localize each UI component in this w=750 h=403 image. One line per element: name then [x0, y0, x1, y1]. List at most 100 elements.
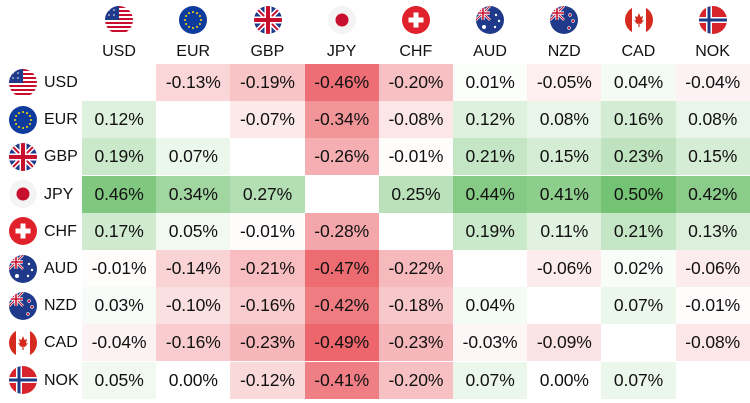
row-label-jpy: JPY [44, 185, 74, 203]
heatmap-cell-cad-nok: -0.08% [675, 324, 750, 362]
row-flag-nok-norway-flag-icon [9, 366, 37, 395]
heatmap-cell-nzd-nzd [527, 287, 602, 325]
heatmap-cell-nzd-eur: -0.10% [156, 287, 231, 325]
col-flag-gbp-uk-flag-icon [253, 6, 282, 34]
col-flag-chf-switzerland-flag-icon [401, 6, 430, 34]
heatmap-cell-aud-gbp: -0.21% [230, 250, 305, 287]
heatmap-cell-usd-eur: -0.13% [156, 64, 231, 101]
heatmap-cell-jpy-aud: 0.44% [453, 175, 528, 213]
heatmap-cell-nzd-nok: -0.01% [675, 287, 750, 325]
row-flag-gbp-uk-flag-icon [9, 143, 37, 171]
heatmap-cell-nzd-cad: 0.07% [601, 287, 676, 325]
heatmap-cell-eur-nzd: 0.08% [527, 101, 602, 139]
col-flag-eur-eu-flag-icon [179, 6, 208, 34]
heatmap-cell-nzd-chf: -0.18% [378, 287, 453, 325]
heatmap-cell-chf-jpy: -0.28% [304, 212, 379, 250]
heatmap-cell-gbp-gbp [230, 138, 305, 176]
heatmap-cell-aud-eur: -0.14% [156, 250, 231, 287]
heatmap-cell-jpy-cad: 0.50% [601, 175, 676, 213]
heatmap-cell-aud-usd: -0.01% [82, 250, 157, 287]
row-flag-cad-canada-flag-icon [9, 329, 37, 357]
heatmap-cell-nok-cad: 0.07% [601, 361, 676, 399]
heatmap-cell-aud-nok: -0.06% [675, 250, 750, 287]
heatmap-cell-usd-cad: 0.04% [601, 64, 676, 101]
heatmap-cell-chf-nok: 0.13% [675, 212, 750, 250]
column-label-eur: EUR [176, 43, 211, 60]
row-flag-aud-australia-flag-icon [9, 254, 37, 283]
row-flag-eur-eu-flag-icon [9, 105, 37, 134]
row-label-nzd: NZD [44, 297, 77, 315]
column-label-nzd: NZD [547, 43, 581, 60]
heatmap-cell-usd-usd [82, 64, 157, 101]
heatmap-cell-chf-aud: 0.19% [453, 212, 528, 250]
heatmap-cell-nzd-aud: 0.04% [453, 287, 528, 325]
heatmap-cell-cad-aud: -0.03% [453, 324, 528, 362]
row-flag-nzd-new-zealand-flag-icon [9, 291, 37, 320]
heatmap-cell-gbp-jpy: -0.26% [304, 138, 379, 176]
col-flag-jpy-japan-flag-icon [327, 6, 356, 34]
column-label-cad: CAD [621, 43, 656, 60]
heatmap-cell-aud-jpy: -0.47% [304, 250, 379, 287]
heatmap-cell-eur-usd: 0.12% [82, 101, 157, 139]
heatmap-cell-cad-eur: -0.16% [156, 324, 231, 362]
heatmap-cell-eur-eur [156, 101, 231, 139]
heatmap-cell-nok-usd: 0.05% [82, 361, 157, 399]
column-label-nok: NOK [695, 43, 730, 60]
heatmap-cell-cad-nzd: -0.09% [527, 324, 602, 362]
heatmap-cell-eur-jpy: -0.34% [304, 101, 379, 139]
heatmap-cell-usd-aud: 0.01% [453, 64, 528, 101]
heatmap-cell-nok-chf: -0.20% [378, 361, 453, 399]
heatmap-cell-aud-aud [453, 250, 528, 287]
heatmap-cell-gbp-usd: 0.19% [82, 138, 157, 176]
heatmap-cell-cad-cad [601, 324, 676, 362]
heatmap-cell-eur-gbp: -0.07% [230, 101, 305, 139]
heatmap-cell-jpy-usd: 0.46% [82, 175, 157, 213]
heatmap-cell-nzd-jpy: -0.42% [304, 287, 379, 325]
col-flag-nzd-new-zealand-flag-icon [550, 6, 579, 34]
heatmap-cell-usd-gbp: -0.19% [230, 64, 305, 101]
heatmap-cell-cad-usd: -0.04% [82, 324, 157, 362]
heatmap-cell-nok-eur: 0.00% [156, 361, 231, 399]
heatmap-cell-chf-cad: 0.21% [601, 212, 676, 250]
col-flag-usd-usa-flag-icon [105, 6, 134, 34]
heatmap-cell-nok-nok [675, 361, 750, 399]
heatmap-cell-gbp-chf: -0.01% [378, 138, 453, 176]
heatmap-cell-chf-nzd: 0.11% [527, 212, 602, 250]
heatmap-cell-chf-chf [378, 212, 453, 250]
heatmap-cell-eur-cad: 0.16% [601, 101, 676, 139]
row-label-gbp: GBP [44, 148, 78, 166]
heatmap-cell-jpy-chf: 0.25% [378, 175, 453, 213]
heatmap-cell-gbp-aud: 0.21% [453, 138, 528, 176]
row-label-usd: USD [44, 74, 78, 91]
heatmap-cell-jpy-gbp: 0.27% [230, 175, 305, 213]
heatmap-cell-cad-jpy: -0.49% [304, 324, 379, 362]
row-label-chf: CHF [44, 222, 77, 240]
heatmap-cell-jpy-eur: 0.34% [156, 175, 231, 213]
heatmap-cell-aud-cad: 0.02% [601, 250, 676, 287]
heatmap-cell-gbp-nok: 0.15% [675, 138, 750, 176]
heatmap-cell-cad-chf: -0.23% [378, 324, 453, 362]
heatmap-cell-eur-aud: 0.12% [453, 101, 528, 139]
heatmap-cell-nok-jpy: -0.41% [304, 361, 379, 399]
heatmap-cell-nok-aud: 0.07% [453, 361, 528, 399]
heatmap-cell-nok-nzd: 0.00% [527, 361, 602, 399]
column-label-chf: CHF [399, 43, 433, 60]
heatmap-cell-cad-gbp: -0.23% [230, 324, 305, 362]
heatmap-cell-usd-nok: -0.04% [675, 64, 750, 101]
heatmap-cell-usd-nzd: -0.05% [527, 64, 602, 101]
column-label-usd: USD [102, 43, 136, 60]
heatmap-cell-jpy-nok: 0.42% [675, 175, 750, 213]
heatmap-cell-aud-chf: -0.22% [378, 250, 453, 287]
heatmap-cell-usd-chf: -0.20% [378, 64, 453, 101]
heatmap-cell-nzd-usd: 0.03% [82, 287, 157, 325]
heatmap-cell-nzd-gbp: -0.16% [230, 287, 305, 325]
heatmap-cell-gbp-nzd: 0.15% [527, 138, 602, 176]
heatmap-cell-jpy-nzd: 0.41% [527, 175, 602, 213]
row-flag-jpy-japan-flag-icon [9, 180, 37, 209]
row-flag-usd-usa-flag-icon [9, 68, 37, 97]
heatmap-cell-gbp-eur: 0.07% [156, 138, 231, 176]
heatmap-cell-nok-gbp: -0.12% [230, 361, 305, 399]
heatmap-cell-chf-usd: 0.17% [82, 212, 157, 250]
heatmap-cell-aud-nzd: -0.06% [527, 250, 602, 287]
